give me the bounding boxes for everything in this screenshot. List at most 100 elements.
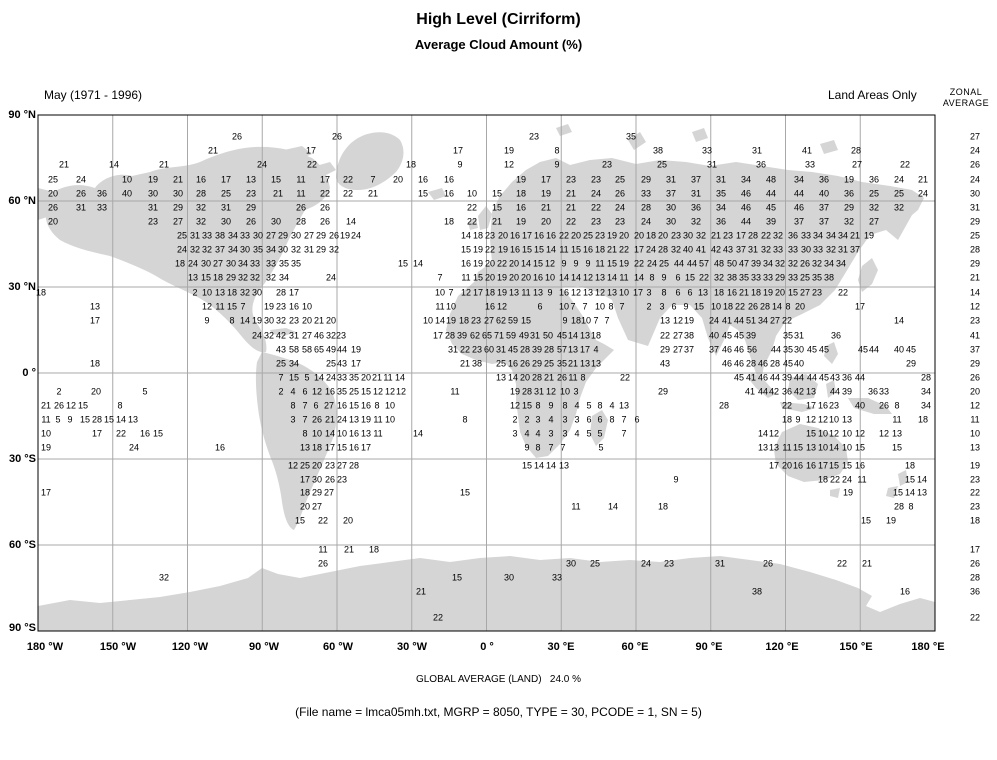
cell-value: 49 [325, 344, 337, 355]
cell-value: 45 [806, 344, 818, 355]
cell-value: 46 [793, 202, 805, 213]
cell-value: 30 [270, 216, 282, 227]
cell-value: 48 [713, 258, 725, 269]
cell-value: 16 [417, 174, 429, 185]
longitude-tick-label: 90 °E [695, 641, 723, 653]
cell-value: 18 [713, 287, 725, 298]
cell-value: 21 [459, 358, 471, 369]
cell-value: 44 [806, 372, 818, 383]
cell-value: 20 [774, 287, 786, 298]
cell-value: 25 [582, 230, 594, 241]
cell-value: 36 [690, 202, 702, 213]
cell-value: 16 [854, 460, 866, 471]
cell-value: 21 [158, 159, 170, 170]
cell-value: 15 [854, 442, 866, 453]
coverage-label: Land Areas Only [828, 88, 917, 102]
cell-value: 21 [40, 400, 52, 411]
cell-value: 38 [726, 272, 738, 283]
cell-value: 12 [384, 386, 396, 397]
cell-value: 23 [288, 315, 300, 326]
longitude-tick-label: 30 °W [396, 641, 428, 653]
cell-value: 35 [278, 258, 290, 269]
australia-landmass [774, 424, 848, 498]
cell-value: 59 [505, 330, 517, 341]
cell-value: 9 [562, 315, 568, 326]
cell-value: 65 [313, 344, 325, 355]
cell-value: 32 [843, 216, 855, 227]
cell-value: 6 [597, 414, 603, 425]
latitude-tick-label: 60 °N [8, 195, 36, 207]
cell-value: 42 [793, 386, 805, 397]
cell-value: 8 [462, 414, 468, 425]
cell-value: 33 [249, 258, 261, 269]
cell-value: 34 [920, 386, 932, 397]
cell-value: 45 [857, 344, 869, 355]
cell-value: 39 [745, 330, 757, 341]
cell-value: 29 [843, 202, 855, 213]
cell-value: 19 [863, 230, 875, 241]
cell-value: 10 [594, 301, 606, 312]
cell-value: 20 [497, 230, 509, 241]
cell-value: 7 [560, 442, 566, 453]
cell-value: 14 [345, 216, 357, 227]
cell-value: 25 [893, 188, 905, 199]
cell-value: 15 [79, 414, 91, 425]
cell-value: 17 [360, 442, 372, 453]
cell-value: 15 [904, 474, 916, 485]
cell-value: 13 [214, 287, 226, 298]
cell-value: 18 [484, 287, 496, 298]
cell-value: 13 [495, 372, 507, 383]
greenland-landmass [336, 132, 404, 190]
cell-value: 24 [708, 315, 720, 326]
zonal-average-value: 12 [969, 400, 981, 411]
cell-value: 16 [348, 428, 360, 439]
cell-value: 15 [787, 287, 799, 298]
cell-value: 13 [697, 287, 709, 298]
cell-value: 28 [769, 358, 781, 369]
cell-value: 26 [231, 131, 243, 142]
cell-value: 21 [917, 174, 929, 185]
cell-value: 22 [899, 159, 911, 170]
zonal-average-value: 17 [969, 544, 981, 555]
cell-value: 58 [301, 344, 313, 355]
cell-value: 26 [556, 372, 568, 383]
cell-value: 23 [471, 344, 483, 355]
cell-value: 57 [556, 344, 568, 355]
cell-value: 44 [757, 386, 769, 397]
cell-value: 15 [891, 442, 903, 453]
cell-value: 12 [503, 159, 515, 170]
cell-value: 15 [521, 400, 533, 411]
cell-value: 24 [336, 414, 348, 425]
cell-value: 17 [89, 315, 101, 326]
cell-value: 35 [811, 272, 823, 283]
cell-value: 9 [524, 442, 530, 453]
cell-value: 24 [325, 372, 337, 383]
cell-value: 6 [302, 386, 308, 397]
cell-value: 30 [263, 315, 275, 326]
cell-value: 27 [672, 344, 684, 355]
cell-value: 16 [792, 460, 804, 471]
cell-value: 24 [590, 188, 602, 199]
zonal-average-value: 26 [969, 159, 981, 170]
cell-value: 10 [817, 428, 829, 439]
cell-value: 23 [335, 330, 347, 341]
cell-value: 9 [573, 258, 579, 269]
cell-value: 21 [272, 188, 284, 199]
cell-value: 15 [417, 188, 429, 199]
cell-value: 27 [483, 315, 495, 326]
cell-value: 13 [805, 386, 817, 397]
cell-value: 14 [916, 474, 928, 485]
cell-value: 4 [574, 428, 580, 439]
cell-value: 30 [239, 244, 251, 255]
cell-value: 40 [893, 344, 905, 355]
cell-value: 28 [747, 230, 759, 241]
cell-value: 45 [765, 202, 777, 213]
cell-value: 41 [695, 244, 707, 255]
cell-value: 44 [868, 344, 880, 355]
cell-value: 23 [670, 230, 682, 241]
cell-value: 4 [524, 428, 530, 439]
cell-value: 21 [172, 174, 184, 185]
longitude-tick-label: 180 °W [26, 641, 64, 653]
cell-value: 18 [472, 230, 484, 241]
cell-value: 25 [495, 358, 507, 369]
